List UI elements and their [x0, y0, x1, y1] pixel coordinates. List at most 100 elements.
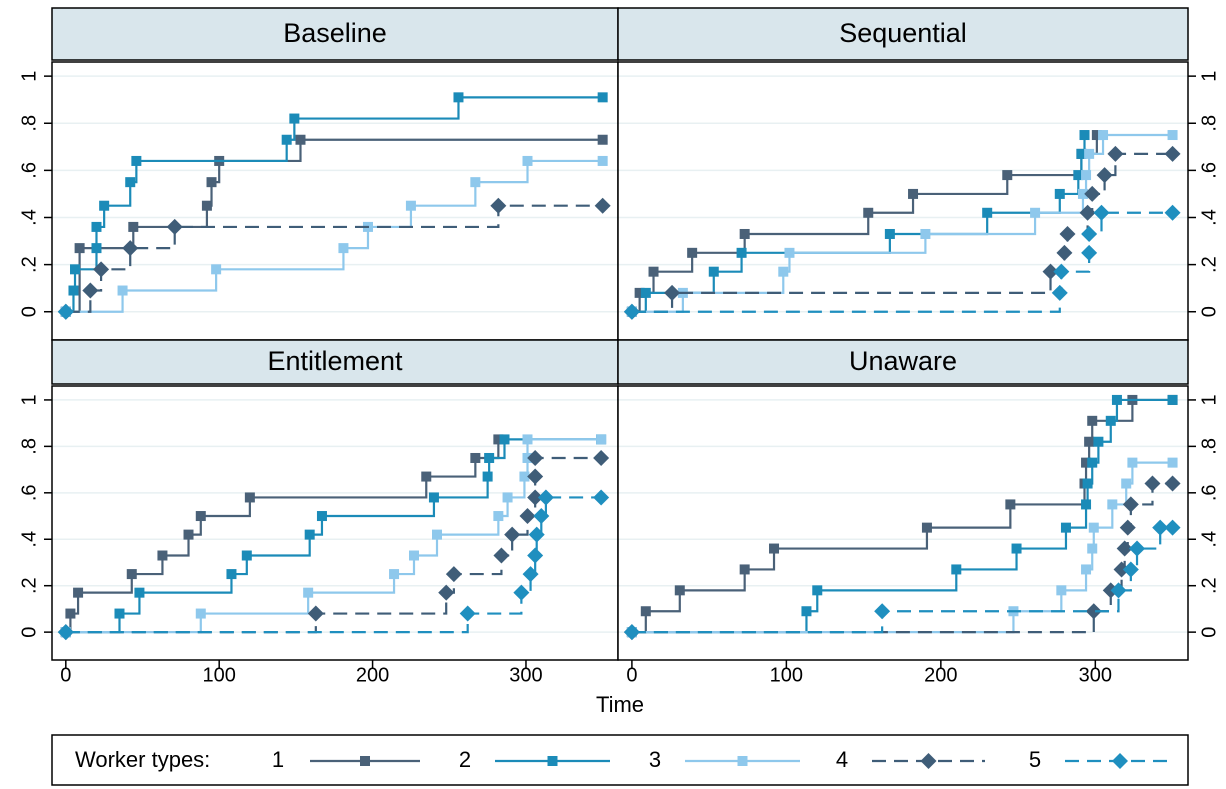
- marker: [1051, 284, 1068, 301]
- marker: [533, 508, 550, 525]
- marker: [648, 266, 659, 277]
- plot-area: [52, 62, 618, 340]
- x-tick-label: 200: [356, 664, 389, 686]
- legend-label: 5: [1029, 747, 1041, 772]
- marker: [528, 526, 545, 543]
- marker: [1164, 475, 1181, 492]
- marker: [304, 529, 315, 540]
- panel-header: [51, 339, 619, 385]
- y-tick-label: .4: [1198, 209, 1220, 226]
- marker: [432, 529, 443, 540]
- marker: [593, 489, 610, 506]
- step-line: [631, 152, 1173, 313]
- marker: [1164, 204, 1181, 221]
- marker: [784, 247, 795, 258]
- y-tick-label: 0: [18, 306, 40, 317]
- marker: [1011, 543, 1022, 554]
- marker: [1093, 436, 1104, 447]
- marker: [281, 134, 292, 145]
- marker: [1167, 130, 1178, 141]
- marker: [74, 243, 85, 254]
- marker: [502, 492, 513, 503]
- marker: [211, 264, 222, 275]
- marker: [68, 285, 79, 296]
- marker: [519, 508, 536, 525]
- plot-area: [618, 386, 1188, 660]
- marker: [884, 228, 895, 239]
- marker: [1042, 263, 1059, 280]
- marker: [493, 434, 504, 445]
- marker: [1081, 244, 1098, 261]
- panel-header: [51, 7, 619, 61]
- marker: [1087, 543, 1098, 554]
- marker: [708, 266, 719, 277]
- marker: [1122, 561, 1139, 578]
- marker: [593, 449, 610, 466]
- y-tick-label: .2: [1198, 256, 1220, 273]
- marker: [490, 197, 507, 214]
- marker: [1076, 148, 1087, 159]
- legend-box: [51, 734, 1189, 786]
- marker: [1129, 540, 1146, 557]
- marker: [812, 585, 823, 596]
- marker: [244, 492, 255, 503]
- marker: [1111, 394, 1122, 405]
- marker: [921, 522, 932, 533]
- marker: [134, 587, 145, 598]
- marker: [1079, 130, 1090, 141]
- marker: [527, 449, 544, 466]
- marker: [908, 188, 919, 199]
- marker: [1084, 436, 1095, 447]
- marker: [493, 547, 510, 564]
- y-tick-label: .6: [1198, 484, 1220, 501]
- marker: [674, 585, 685, 596]
- marker: [1121, 478, 1132, 489]
- marker: [1144, 475, 1161, 492]
- y-tick-label: .4: [18, 209, 40, 226]
- marker: [93, 261, 110, 278]
- marker: [499, 434, 510, 445]
- marker: [1060, 522, 1071, 533]
- y-tick-label: .6: [1198, 162, 1220, 179]
- marker: [513, 584, 530, 601]
- marker: [360, 756, 370, 766]
- marker: [131, 155, 142, 166]
- marker: [493, 511, 504, 522]
- step-line: [65, 438, 602, 634]
- marker: [519, 471, 530, 482]
- marker: [527, 468, 544, 485]
- marker: [1081, 170, 1092, 181]
- marker: [195, 608, 206, 619]
- panel-header: [617, 7, 1189, 61]
- marker: [82, 282, 99, 299]
- marker: [920, 753, 937, 769]
- marker: [1081, 225, 1098, 242]
- panel-title: Baseline: [283, 18, 387, 48]
- marker: [241, 550, 252, 561]
- marker: [1077, 188, 1088, 199]
- marker: [1081, 564, 1092, 575]
- y-tick-label: .6: [18, 484, 40, 501]
- marker: [1127, 457, 1138, 468]
- marker: [1054, 188, 1065, 199]
- legend-label: 2: [459, 747, 471, 772]
- marker: [57, 303, 74, 320]
- marker: [1056, 585, 1067, 596]
- x-tick-label: 0: [626, 664, 637, 686]
- marker: [57, 624, 74, 641]
- y-tick-label: .2: [1198, 577, 1220, 594]
- marker: [482, 471, 493, 482]
- marker: [295, 134, 306, 145]
- marker: [307, 605, 324, 622]
- step-line: [65, 159, 603, 313]
- marker: [289, 113, 300, 124]
- panel-title: Unaware: [849, 346, 957, 376]
- marker: [597, 92, 608, 103]
- marker: [537, 489, 554, 506]
- marker: [195, 511, 206, 522]
- legend-label: 4: [836, 747, 848, 772]
- marker: [1053, 263, 1070, 280]
- marker: [1081, 499, 1092, 510]
- marker: [527, 489, 544, 506]
- marker: [1096, 167, 1113, 184]
